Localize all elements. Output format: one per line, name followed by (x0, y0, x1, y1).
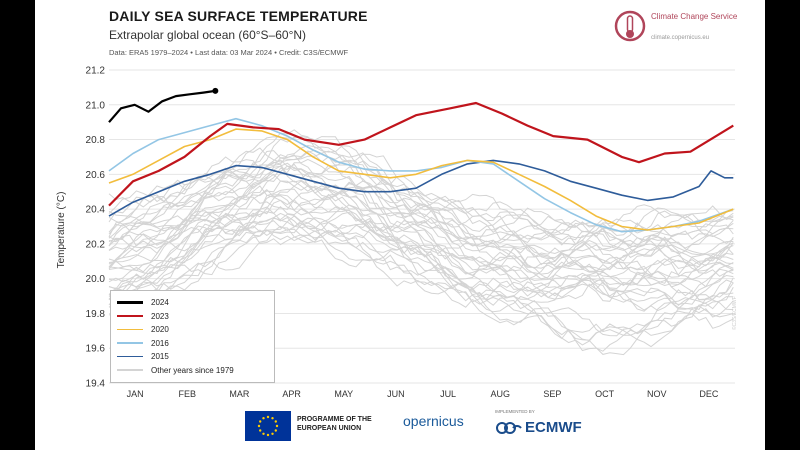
x-tick-label: OCT (595, 389, 615, 399)
other-year-line (108, 206, 734, 306)
legend-swatch (117, 355, 143, 358)
y-tick-label: 21.0 (86, 100, 106, 111)
logo-url: climate.copernicus.eu (651, 35, 710, 41)
series-line-2015 (108, 159, 734, 217)
other-year-line (108, 219, 734, 313)
series-endpoint-2024 (212, 87, 219, 94)
other-year-line (108, 180, 734, 289)
x-tick-label: APR (282, 389, 301, 399)
x-tick-label: NOV (647, 389, 667, 399)
copernicus-logo: opernicus (403, 413, 464, 429)
legend-item: 2020 (117, 324, 169, 335)
series-line-2020 (108, 128, 734, 231)
y-tick-label: 19.8 (86, 309, 106, 320)
other-year-line (108, 158, 734, 259)
ecmwf-mark-icon (496, 422, 522, 434)
other-year-line (108, 129, 734, 235)
watermark: ©C3S/ECMWF (732, 296, 738, 330)
y-tick-label: 20.6 (86, 170, 106, 181)
series-line-2016 (108, 117, 734, 233)
thermometer-globe-icon (614, 10, 646, 42)
logo-name: Climate Change Service (651, 12, 738, 21)
y-tick-label: 19.6 (86, 344, 106, 355)
x-tick-label: JUN (387, 389, 405, 399)
other-year-line (108, 147, 734, 244)
chart-subtitle: Extrapolar global ocean (60°S–60°N) (109, 28, 307, 42)
eu-flag-icon (245, 411, 291, 441)
y-tick-label: 20.0 (86, 274, 106, 285)
legend-item: 2016 (117, 338, 169, 349)
other-year-line (108, 185, 734, 288)
legend-item: 2015 (117, 351, 169, 362)
legend-swatch (117, 301, 143, 304)
other-years-series (108, 129, 734, 356)
highlight-series (108, 87, 734, 233)
other-year-line (108, 187, 734, 290)
x-tick-label: AUG (490, 389, 510, 399)
legend-item: 2024 (117, 297, 169, 308)
legend-label: 2015 (151, 352, 169, 361)
other-year-line (108, 136, 734, 246)
y-tick-label: 19.4 (86, 379, 106, 390)
series-line-2024 (108, 89, 216, 123)
other-year-line (108, 135, 734, 238)
legend-label: Other years since 1979 (151, 365, 234, 375)
other-year-line (108, 150, 734, 251)
eu-programme-text: PROGRAMME OF THE EUROPEAN UNION (297, 416, 372, 432)
legend: 2024 2023 2020 2016 2015 Other years since 19… (110, 290, 275, 383)
chart-title: DAILY SEA SURFACE TEMPERATURE (109, 8, 368, 24)
climate-change-service-logo: Climate Change Service climate.copernicu… (613, 8, 753, 56)
other-year-line (108, 185, 734, 284)
x-axis: JAN FEB MAR APR MAY JUN JUL AUG SEP OCT NOV DEC (127, 389, 719, 399)
series-line-2023 (108, 101, 734, 207)
y-tick-label: 21.2 (86, 66, 106, 77)
ecmwf-small-caption: IMPLEMENTED BY (495, 409, 535, 414)
x-tick-label: DEC (699, 389, 719, 399)
y-tick-label: 20.8 (86, 135, 106, 146)
legend-swatch (117, 314, 143, 318)
legend-label: 2023 (151, 311, 169, 321)
footer-logos: PROGRAMME OF THE EUROPEAN UNION opernicu… (35, 405, 765, 445)
other-year-line (108, 163, 734, 270)
legend-swatch (117, 328, 143, 331)
y-axis-label: Temperature (°C) (56, 192, 67, 269)
ecmwf-logo-text: ECMWF (525, 419, 582, 436)
x-tick-label: MAY (334, 389, 353, 399)
x-tick-label: JAN (127, 389, 144, 399)
y-tick-label: 20.2 (86, 239, 106, 250)
other-year-line (108, 213, 734, 340)
x-tick-label: SEP (543, 389, 561, 399)
legend-item: Other years since 1979 (117, 365, 234, 376)
legend-label: 2020 (151, 325, 169, 334)
other-year-line (108, 217, 734, 352)
legend-swatch (117, 342, 143, 344)
other-year-line (108, 188, 734, 297)
y-axis: 21.2 21.0 20.8 20.6 20.4 20.2 20.0 19.8 19.6 19.4 (86, 66, 106, 390)
x-tick-label: JUL (440, 389, 456, 399)
other-year-line (108, 165, 734, 280)
y-tick-label: 20.4 (86, 205, 106, 216)
copernicus-logo-text: opernicus (403, 413, 464, 429)
data-credit-line: Data: ERA5 1979–2024 • Last data: 03 Mar… (109, 48, 349, 57)
legend-swatch (117, 369, 143, 371)
legend-label: 2016 (151, 338, 169, 348)
legend-item: 2023 (117, 311, 169, 322)
line-chart: 21.2 21.0 20.8 20.6 20.4 20.2 20.0 19.8 19.6 19.4… (56, 66, 735, 399)
x-tick-label: FEB (178, 389, 196, 399)
legend-label: 2024 (151, 298, 169, 307)
x-tick-label: MAR (229, 389, 250, 399)
other-year-line (108, 231, 734, 348)
other-year-line (108, 180, 734, 271)
other-year-line (108, 228, 734, 356)
chart-panel: DAILY SEA SURFACE TEMPERATURE Extrapolar… (35, 0, 765, 450)
